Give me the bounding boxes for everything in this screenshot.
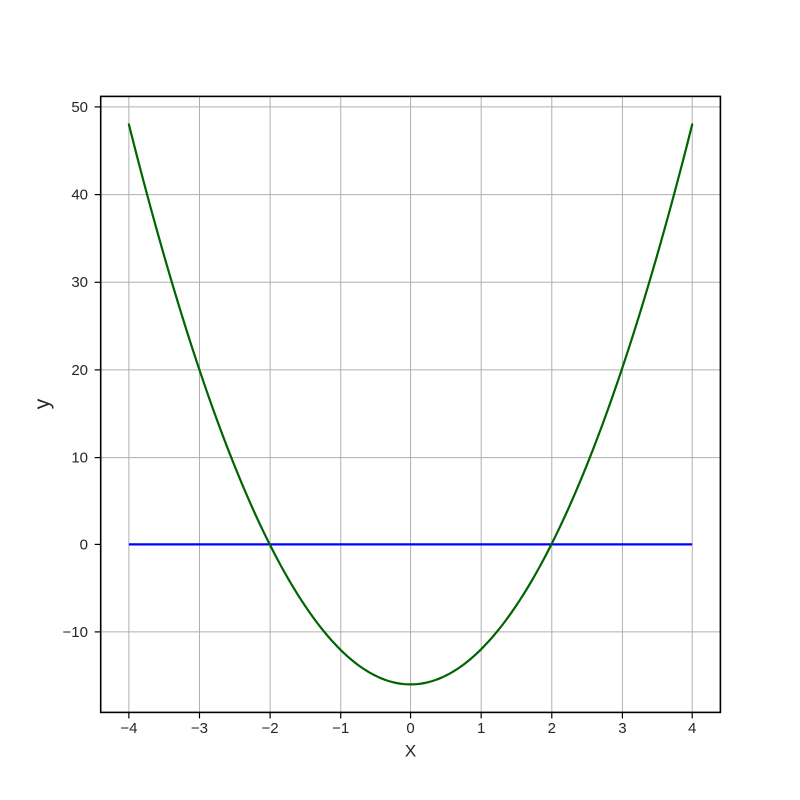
svg-text:−2: −2 [262,720,279,737]
svg-text:−10: −10 [63,624,88,641]
svg-text:0: 0 [80,536,88,553]
svg-text:50: 50 [71,99,88,116]
svg-text:3: 3 [618,720,626,737]
svg-text:y: y [31,398,54,409]
svg-text:4: 4 [688,720,696,737]
svg-text:20: 20 [71,362,88,379]
svg-text:X: X [405,742,416,761]
svg-text:30: 30 [71,274,88,291]
svg-text:−4: −4 [120,720,137,737]
svg-text:40: 40 [71,187,88,204]
svg-text:0: 0 [406,720,414,737]
svg-text:2: 2 [548,720,556,737]
svg-text:10: 10 [71,450,88,467]
svg-text:−3: −3 [191,720,208,737]
svg-text:−1: −1 [332,720,349,737]
svg-text:1: 1 [477,720,485,737]
